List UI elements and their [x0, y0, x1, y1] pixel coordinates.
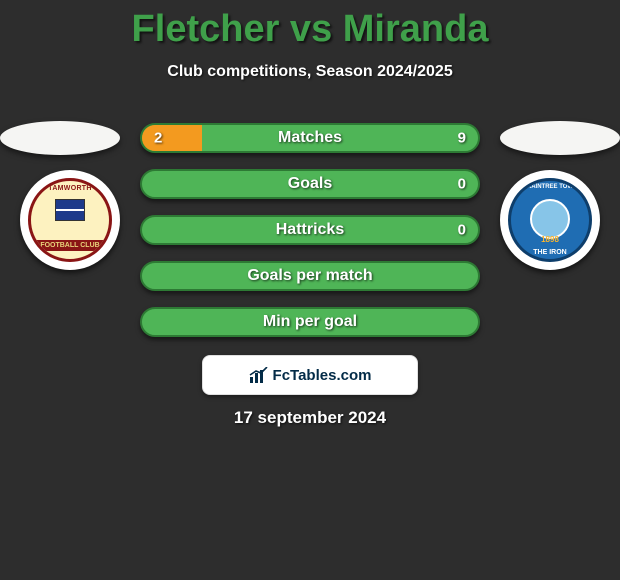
- badge-left-name-top: TAMWORTH: [48, 185, 91, 192]
- club-badge-left: TAMWORTH FOOTBALL CLUB: [20, 170, 120, 270]
- comparison-bars: 2Matches9Goals0Hattricks0Goals per match…: [140, 123, 480, 353]
- brand-text: FcTables.com: [273, 367, 372, 384]
- stat-bar: Hattricks0: [140, 215, 480, 245]
- stat-bar: Goals0: [140, 169, 480, 199]
- club-badge-right: BRAINTREE TOWN 1898 THE IRON: [500, 170, 600, 270]
- stat-value-right: 9: [458, 130, 466, 147]
- stat-label: Min per goal: [142, 313, 478, 331]
- player-left-platform: [0, 121, 120, 155]
- stat-label: Hattricks: [142, 221, 478, 239]
- badge-right-name-bottom: THE IRON: [511, 249, 589, 256]
- badge-left-shield-icon: [55, 199, 85, 221]
- stat-bar: 2Matches9: [140, 123, 480, 153]
- chart-icon: [249, 367, 269, 383]
- page-title: Fletcher vs Miranda: [0, 0, 620, 51]
- date-label: 17 september 2024: [0, 408, 620, 428]
- stat-label: Goals per match: [142, 267, 478, 285]
- stat-label: Matches: [142, 129, 478, 147]
- stat-bar: Goals per match: [140, 261, 480, 291]
- stat-value-right: 0: [458, 222, 466, 239]
- stat-value-right: 0: [458, 176, 466, 193]
- badge-left-name-bottom: FOOTBALL CLUB: [31, 240, 109, 251]
- stat-label: Goals: [142, 175, 478, 193]
- badge-right-year: 1898: [511, 235, 589, 244]
- subtitle: Club competitions, Season 2024/2025: [0, 63, 620, 81]
- stat-bar: Min per goal: [140, 307, 480, 337]
- badge-right-core-icon: [530, 199, 570, 239]
- brand-logo[interactable]: FcTables.com: [202, 355, 418, 395]
- badge-right-name-top: BRAINTREE TOWN: [511, 184, 589, 190]
- player-right-platform: [500, 121, 620, 155]
